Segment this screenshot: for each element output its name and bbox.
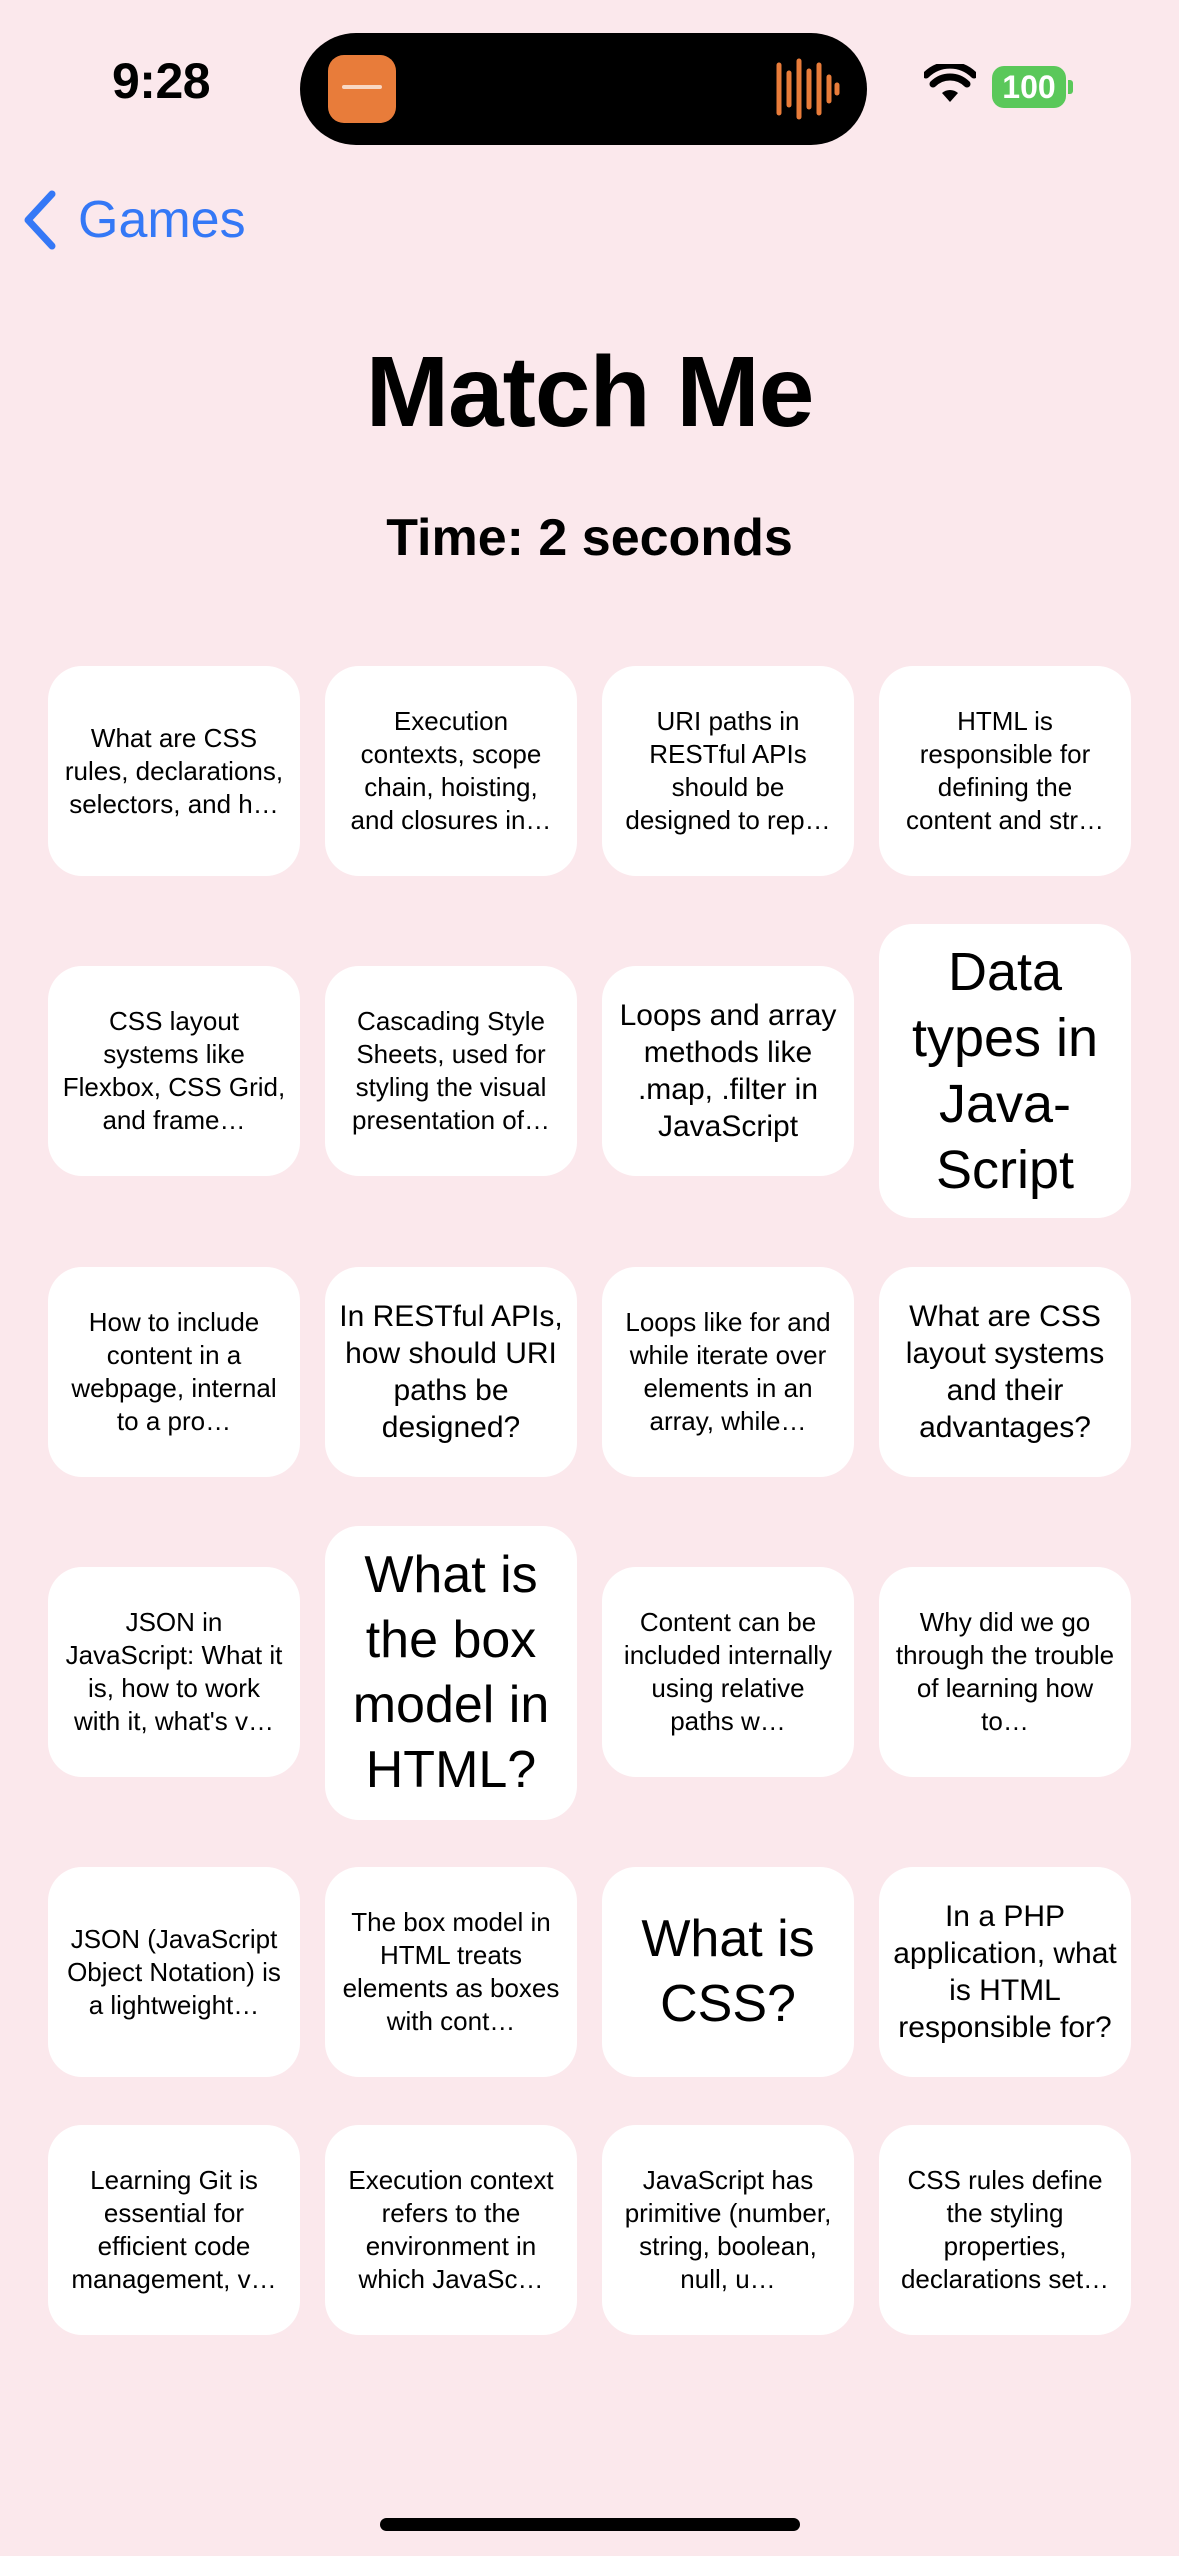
match-card[interactable]: In a PHP application, what is HTML respo…	[879, 1867, 1131, 2077]
match-card[interactable]: HTML is responsible for defining the con…	[879, 666, 1131, 876]
match-card[interactable]: What are CSS layout systems and their ad…	[879, 1267, 1131, 1477]
home-indicator[interactable]	[380, 2518, 800, 2531]
match-card[interactable]: How to include content in a webpage, int…	[48, 1267, 300, 1477]
match-card[interactable]: In RESTful APIs, how should URI paths be…	[325, 1267, 577, 1477]
battery-indicator: 100	[992, 66, 1066, 108]
timer-label: Time: 2 seconds	[386, 509, 793, 567]
match-card[interactable]: JSON (JavaScript Object Notation) is a l…	[48, 1867, 300, 2077]
match-card[interactable]: JSON in JavaScript: What it is, how to w…	[48, 1567, 300, 1777]
waveform-icon	[776, 58, 840, 120]
match-card[interactable]: CSS layout systems like Flexbox, CSS Gri…	[48, 966, 300, 1176]
match-card[interactable]: Why did we go through the trouble of lea…	[879, 1567, 1131, 1777]
match-card[interactable]: Loops like for and while iterate over el…	[602, 1267, 854, 1477]
match-card[interactable]: JavaScript has primitive (number, string…	[602, 2125, 854, 2335]
match-card[interactable]: URI paths in RESTful APIs should be desi…	[602, 666, 854, 876]
back-button[interactable]: Games	[22, 190, 246, 250]
match-card[interactable]: CSS rules define the styling properties,…	[879, 2125, 1131, 2335]
match-card[interactable]: What is the box model in HTML?	[325, 1526, 577, 1820]
island-app-icon	[328, 55, 396, 123]
chevron-left-icon	[24, 190, 56, 250]
back-label: Games	[78, 191, 246, 249]
battery-tip	[1068, 80, 1073, 94]
match-card[interactable]: Loops and array methods like .map, .filt…	[602, 966, 854, 1176]
wifi-icon	[924, 64, 976, 102]
status-time: 9:28	[112, 53, 211, 109]
match-card[interactable]: What is CSS?	[602, 1867, 854, 2077]
match-card[interactable]: Execution context refers to the environm…	[325, 2125, 577, 2335]
dynamic-island[interactable]	[300, 33, 867, 145]
match-card[interactable]: What are CSS rules, declarations, select…	[48, 666, 300, 876]
match-card[interactable]: The box model in HTML treats elements as…	[325, 1867, 577, 2077]
match-card[interactable]: Content can be included internally using…	[602, 1567, 854, 1777]
page-title: Match Me	[365, 336, 815, 448]
match-card[interactable]: Data types in Java-Script	[879, 924, 1131, 1218]
match-card[interactable]: Learning Git is essential for efficient …	[48, 2125, 300, 2335]
match-card[interactable]: Execution contexts, scope chain, hoistin…	[325, 666, 577, 876]
match-card[interactable]: Cascading Style Sheets, used for styling…	[325, 966, 577, 1176]
